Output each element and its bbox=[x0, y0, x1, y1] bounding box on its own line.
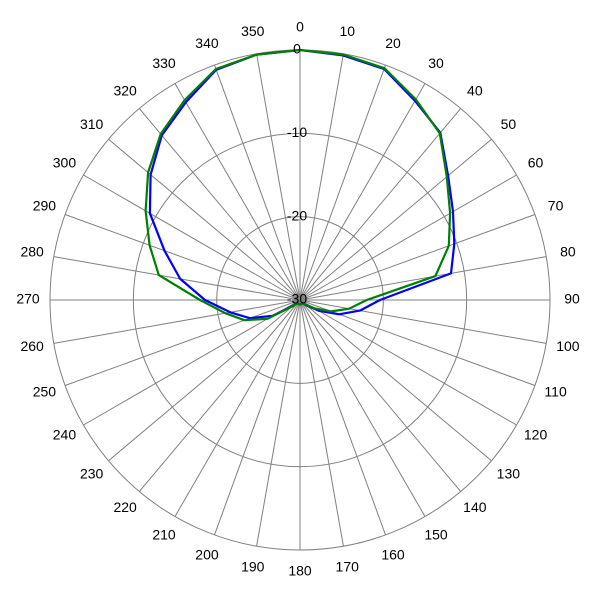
r-tick-label: 0 bbox=[293, 41, 301, 57]
spoke bbox=[299, 299, 492, 462]
spoke bbox=[299, 138, 492, 301]
r-tick-label: -30 bbox=[287, 291, 307, 307]
spoke bbox=[256, 53, 301, 301]
theta-tick-label: 130 bbox=[497, 466, 521, 482]
spoke bbox=[299, 53, 344, 301]
theta-tick-label: 260 bbox=[20, 338, 44, 354]
theta-tick-label: 190 bbox=[241, 559, 265, 575]
theta-tick-label: 60 bbox=[528, 155, 544, 171]
r-tick-label: -20 bbox=[287, 207, 307, 223]
theta-tick-label: 210 bbox=[152, 526, 176, 542]
spoke bbox=[214, 64, 301, 301]
spoke bbox=[299, 64, 386, 301]
spoke bbox=[108, 299, 301, 462]
spoke bbox=[299, 83, 426, 301]
theta-tick-label: 0 bbox=[296, 19, 304, 35]
spoke bbox=[64, 214, 301, 301]
theta-tick-label: 110 bbox=[544, 384, 567, 400]
theta-tick-label: 340 bbox=[195, 35, 219, 51]
theta-tick-label: 280 bbox=[20, 243, 44, 259]
theta-tick-label: 240 bbox=[53, 427, 77, 443]
spoke bbox=[299, 299, 426, 517]
spoke bbox=[299, 299, 462, 492]
theta-tick-label: 20 bbox=[385, 35, 401, 51]
theta-tick-label: 140 bbox=[463, 499, 487, 515]
theta-tick-label: 80 bbox=[560, 243, 576, 259]
theta-tick-label: 150 bbox=[424, 526, 448, 542]
theta-tick-label: 350 bbox=[241, 23, 265, 39]
spoke bbox=[64, 299, 301, 386]
plot-area bbox=[144, 48, 456, 322]
theta-tick-label: 70 bbox=[548, 198, 564, 214]
theta-tick-label: 100 bbox=[556, 338, 580, 354]
theta-tick-label: 170 bbox=[336, 559, 360, 575]
spoke bbox=[299, 108, 462, 301]
spoke bbox=[299, 214, 536, 301]
spoke bbox=[138, 299, 301, 492]
spoke bbox=[138, 108, 301, 301]
theta-tick-label: 30 bbox=[428, 55, 444, 71]
spoke bbox=[299, 256, 547, 301]
r-tick-label: -10 bbox=[287, 124, 307, 140]
labels: 0 10 20 30 40 50 60 70 80 90 100 110 120 130 140 150 160… bbox=[16, 19, 580, 579]
theta-tick-label: 310 bbox=[80, 116, 104, 132]
spoke bbox=[256, 299, 301, 547]
series-line bbox=[144, 48, 452, 322]
theta-tick-label: 300 bbox=[53, 155, 77, 171]
spoke bbox=[299, 299, 517, 426]
theta-tick-label: 270 bbox=[16, 291, 40, 307]
theta-tick-label: 10 bbox=[339, 23, 355, 39]
spoke bbox=[299, 174, 517, 301]
theta-tick-label: 220 bbox=[113, 499, 137, 515]
theta-tick-label: 290 bbox=[33, 198, 57, 214]
spoke bbox=[83, 174, 301, 301]
spoke bbox=[53, 299, 301, 344]
theta-tick-label: 320 bbox=[113, 82, 137, 98]
theta-tick-label: 230 bbox=[80, 466, 104, 482]
theta-tick-label: 180 bbox=[288, 563, 312, 579]
theta-tick-label: 50 bbox=[501, 116, 517, 132]
theta-tick-label: 120 bbox=[524, 427, 548, 443]
spoke bbox=[174, 299, 301, 517]
spoke bbox=[174, 83, 301, 301]
spoke bbox=[299, 299, 547, 344]
theta-tick-label: 200 bbox=[195, 546, 219, 562]
theta-tick-label: 40 bbox=[467, 82, 483, 98]
spoke bbox=[108, 138, 301, 301]
spoke bbox=[299, 299, 386, 536]
theta-tick-label: 250 bbox=[33, 384, 57, 400]
spoke bbox=[83, 299, 301, 426]
spoke bbox=[214, 299, 301, 536]
theta-tick-label: 330 bbox=[152, 55, 176, 71]
spoke bbox=[53, 256, 301, 301]
spoke bbox=[299, 299, 344, 547]
theta-tick-label: 160 bbox=[381, 546, 405, 562]
theta-tick-label: 90 bbox=[564, 291, 580, 307]
